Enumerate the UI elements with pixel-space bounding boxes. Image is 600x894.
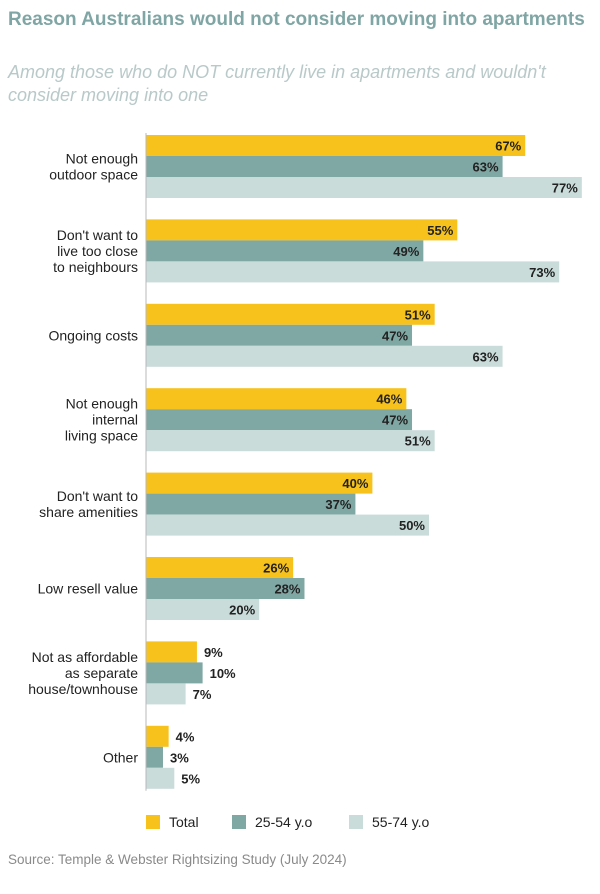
category-label-3-1: internal [92, 412, 138, 428]
bar-6-2 [146, 683, 186, 705]
category-label-1-2: to neighbours [53, 259, 138, 275]
category-label-5-0: Low resell value [38, 581, 139, 597]
category-label-6-1: as separate [65, 665, 138, 681]
category-label-7-0: Other [103, 749, 138, 765]
category-label-1-1: live too close [57, 243, 138, 259]
legend-swatch-0 [146, 815, 160, 829]
data-label-4-2: 50% [399, 518, 425, 533]
bar-3-1 [146, 409, 413, 431]
bar-0-1 [146, 156, 503, 177]
legend-swatch-2 [349, 815, 363, 829]
data-label-3-1: 47% [382, 413, 408, 428]
data-label-6-2: 7% [193, 687, 212, 702]
bar-7-1 [146, 746, 163, 768]
bar-7-0 [146, 725, 169, 747]
category-label-1-0: Don't want to [57, 227, 138, 243]
bar-5-1 [146, 578, 305, 599]
bar-6-1 [146, 662, 203, 684]
chart-subtitle: Among those who do NOT currently live in… [8, 62, 546, 105]
category-label-0-1: outdoor space [49, 167, 138, 183]
bar-2-1 [146, 324, 413, 346]
bar-4-2 [146, 514, 429, 536]
data-label-1-1: 49% [393, 244, 419, 259]
legend-label-1: 25-54 y.o [255, 814, 313, 830]
data-label-3-0: 46% [376, 392, 402, 407]
source-note: Source: Temple & Webster Rightsizing Stu… [8, 852, 347, 867]
bar-2-2 [146, 345, 503, 367]
bar-1-0 [146, 219, 458, 241]
category-label-2-0: Ongoing costs [49, 327, 139, 343]
data-label-3-2: 51% [405, 434, 431, 449]
data-label-0-1: 63% [473, 160, 499, 175]
data-label-2-1: 47% [382, 328, 408, 343]
bar-5-0 [146, 557, 294, 578]
category-label-4-0: Don't want to [57, 488, 138, 504]
bar-4-1 [146, 493, 356, 515]
data-label-7-1: 3% [170, 750, 189, 765]
bar-0-0 [146, 135, 526, 156]
data-label-1-0: 55% [427, 223, 453, 238]
legend-label-0: Total [169, 814, 199, 830]
category-label-6-2: house/townhouse [28, 681, 138, 697]
data-label-2-2: 63% [473, 349, 499, 364]
chart-title: Reason Australians would not consider mo… [8, 9, 585, 30]
data-label-1-2: 73% [529, 265, 555, 280]
data-label-4-1: 37% [325, 497, 351, 512]
bar-3-2 [146, 430, 435, 452]
category-label-0-0: Not enough [66, 151, 138, 167]
data-label-5-0: 26% [263, 561, 289, 576]
category-label-3-2: living space [65, 428, 138, 444]
data-label-2-0: 51% [405, 307, 431, 322]
bar-5-2 [146, 599, 260, 620]
data-label-6-0: 9% [204, 645, 223, 660]
data-label-6-1: 10% [210, 666, 236, 681]
data-label-5-1: 28% [274, 582, 300, 597]
bar-6-0 [146, 641, 197, 663]
legend-swatch-1 [232, 815, 246, 829]
bar-1-1 [146, 240, 424, 262]
data-label-0-2: 77% [552, 181, 578, 196]
bar-4-0 [146, 472, 373, 494]
data-label-0-0: 67% [495, 139, 521, 154]
data-label-4-0: 40% [342, 476, 368, 491]
category-label-3-0: Not enough [66, 396, 138, 412]
bar-2-0 [146, 303, 435, 325]
data-label-7-2: 5% [181, 771, 200, 786]
data-label-7-0: 4% [176, 729, 195, 744]
bar-0-2 [146, 177, 582, 198]
bar-3-0 [146, 388, 407, 410]
bar-7-2 [146, 767, 175, 789]
legend-label-2: 55-74 y.o [372, 814, 430, 830]
category-label-4-1: share amenities [39, 504, 138, 520]
category-label-6-0: Not as affordable [32, 649, 139, 665]
bar-1-2 [146, 261, 560, 283]
data-label-5-2: 20% [229, 603, 255, 618]
